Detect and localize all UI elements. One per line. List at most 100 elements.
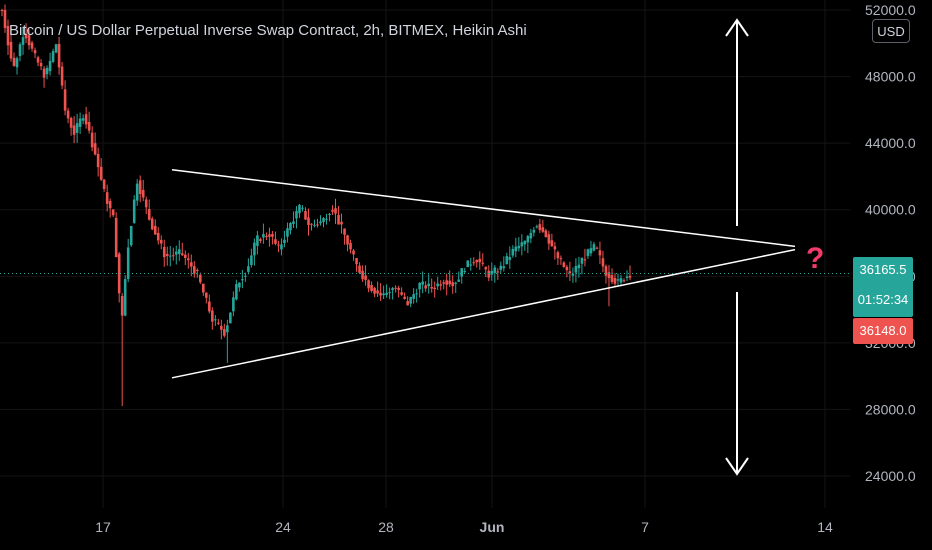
candle-body [517, 245, 521, 249]
candle-body [3, 10, 7, 29]
candle-body [247, 266, 250, 272]
candle-body [69, 118, 73, 128]
grid [0, 0, 850, 508]
candle-body [220, 325, 223, 330]
candle-body [174, 251, 178, 255]
candle-body [394, 287, 397, 289]
candle-body [18, 44, 22, 56]
candle-body [162, 246, 166, 258]
candle-body [625, 276, 629, 279]
candle-body [313, 224, 316, 226]
y-tick-label: 48000.0 [865, 69, 916, 85]
candle-body [586, 249, 590, 257]
candle-body [535, 226, 539, 228]
candle-body [421, 281, 424, 285]
candle-body [538, 224, 542, 231]
candle-body [529, 232, 533, 239]
candle-body [322, 218, 325, 223]
candle-body [343, 228, 346, 235]
chart-title: Bitcoin / US Dollar Perpetual Inverse Sw… [9, 22, 527, 39]
candle-body [15, 58, 19, 68]
candle-body [595, 247, 599, 249]
candle-body [102, 179, 106, 189]
candle-body [132, 199, 136, 223]
candle-body [87, 121, 91, 131]
candle-body [604, 266, 608, 276]
candle-body [364, 275, 367, 280]
candle-body [436, 283, 439, 287]
candle-body [520, 242, 524, 247]
y-tick-label: 52000.0 [865, 2, 916, 18]
candle-body [129, 225, 133, 246]
y-tick-label: 24000.0 [865, 468, 916, 484]
candle-body [57, 43, 61, 68]
candle-body [427, 283, 430, 287]
candle-body [469, 264, 473, 266]
candle-body [526, 236, 530, 243]
candle-body [499, 265, 503, 270]
candle-body [141, 189, 145, 198]
candle-body [409, 296, 412, 304]
candle-body [126, 247, 130, 279]
candle-body [295, 211, 298, 219]
question-mark-annotation: ? [806, 242, 825, 275]
candle-body [114, 217, 118, 258]
candle-body [616, 279, 620, 281]
candle-body [226, 325, 229, 333]
candle-body [448, 280, 452, 285]
x-tick-label: 7 [641, 519, 649, 535]
candle-body [123, 279, 127, 316]
candle-body [193, 266, 196, 274]
candle-body [472, 262, 476, 264]
candle-body [502, 266, 506, 269]
candle-body [487, 270, 491, 278]
candle-body [583, 259, 587, 261]
x-tick-label: Jun [480, 519, 505, 535]
candle-body [460, 268, 464, 277]
candle-body [403, 296, 406, 299]
candle-body [511, 248, 515, 256]
candle-body [442, 282, 446, 284]
candle-body [547, 234, 551, 244]
candle-body [619, 278, 623, 283]
candle-body [268, 234, 271, 237]
currency-button[interactable]: USD [872, 19, 910, 43]
candle-body [478, 258, 482, 263]
candle-body [433, 287, 436, 290]
drawings [171, 18, 796, 476]
candle-body [280, 244, 283, 250]
candle-body [144, 199, 148, 208]
candle-body [75, 123, 79, 133]
candle-body [120, 296, 124, 316]
candle-body [373, 288, 376, 294]
candle-body [108, 200, 112, 209]
candle-body [523, 240, 527, 245]
candle-body [150, 218, 154, 230]
candle-body [138, 180, 142, 195]
candle-body [346, 235, 349, 245]
candle-body [156, 232, 160, 241]
x-tick-label: 28 [378, 519, 394, 535]
candle-body [580, 257, 584, 264]
x-tick-label: 17 [95, 519, 111, 535]
candle-body [0, 10, 4, 11]
candle-body [265, 235, 268, 237]
candle-body [544, 230, 548, 237]
candle-body [241, 279, 244, 281]
candle-body [304, 211, 307, 220]
candle-body [63, 89, 67, 111]
candle-body [397, 287, 400, 290]
candle-body [379, 292, 382, 296]
candle-body [190, 262, 193, 267]
candle-body [30, 42, 34, 49]
candle-body [171, 255, 175, 257]
candle-body [72, 125, 76, 135]
candle-body [12, 57, 16, 66]
candle-body [111, 209, 115, 216]
candle-body [33, 50, 37, 54]
candle-body [153, 225, 157, 235]
x-tick-label: 24 [275, 519, 291, 535]
candle-body [277, 244, 280, 246]
